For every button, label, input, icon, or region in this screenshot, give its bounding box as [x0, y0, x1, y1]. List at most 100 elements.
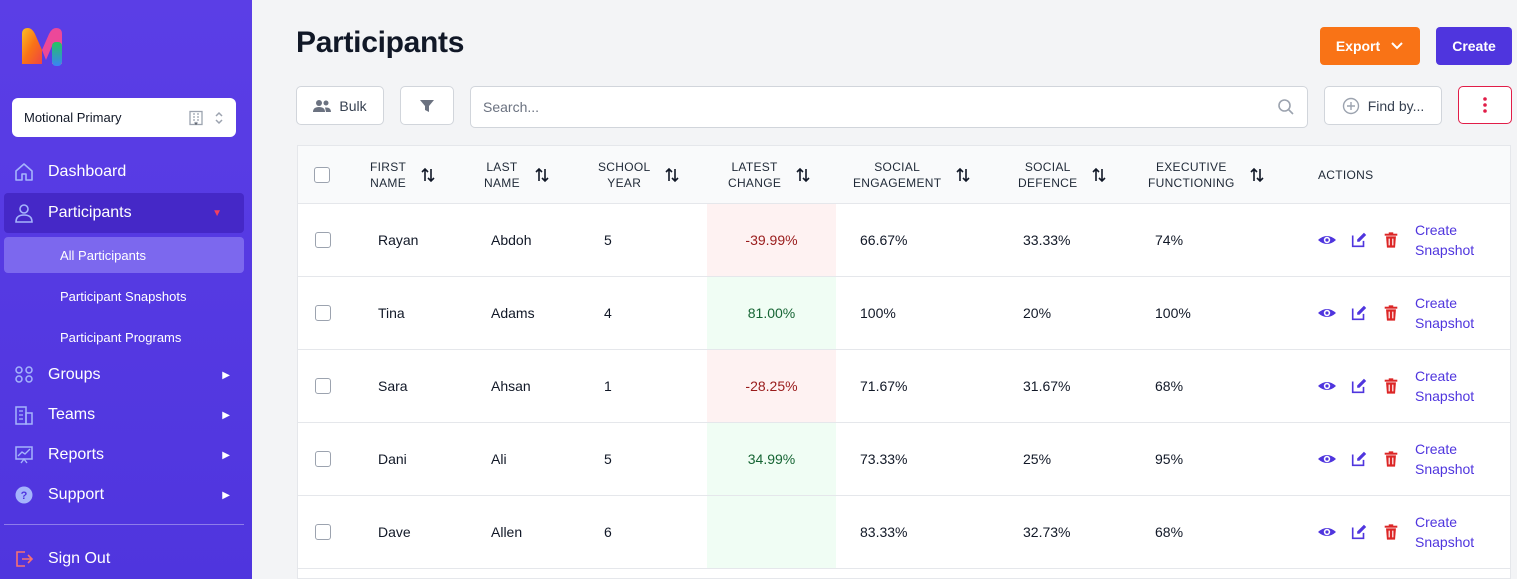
more-options-button[interactable]	[1458, 86, 1512, 124]
column-header-line: NAME	[370, 176, 407, 190]
create-snapshot-link[interactable]: Create Snapshot	[1415, 293, 1474, 333]
sidebar-item-reports[interactable]: Reports ▶	[0, 435, 252, 475]
bulk-button-label: Bulk	[339, 97, 367, 114]
user-icon	[12, 201, 36, 225]
column-header[interactable]: FIRST NAME	[370, 146, 436, 204]
export-button[interactable]: Export	[1320, 27, 1420, 65]
column-header-line: NAME	[484, 176, 520, 190]
sidebar-subitem-participant-snapshots[interactable]: Participant Snapshots	[0, 278, 252, 314]
view-icon[interactable]	[1317, 303, 1337, 323]
table-header: FIRST NAME LAST NAME SCHOOL YEAR LATEST CHANGE S…	[298, 146, 1510, 204]
table-row: Rayan Abdoh 5 66.67% 33.33% 74% -39.99% Create S…	[298, 204, 1510, 277]
organisation-select-value: Motional Primary	[24, 110, 122, 125]
sidebar-subitem-all-participants[interactable]: All Participants	[4, 237, 244, 273]
cell-executive: 74%	[1155, 232, 1184, 248]
view-icon[interactable]	[1317, 449, 1337, 469]
sidebar-item-teams[interactable]: Teams ▶	[0, 395, 252, 435]
sort-icon[interactable]	[664, 167, 680, 183]
create-snapshot-line: Snapshot	[1415, 315, 1475, 331]
create-button[interactable]: Create	[1436, 27, 1512, 65]
sidebar-item-label: Reports	[48, 446, 105, 463]
sidebar-item-groups[interactable]: Groups ▶	[0, 355, 252, 395]
cell-defence: 33.33%	[1023, 232, 1071, 248]
row-select-cell	[315, 496, 331, 568]
cell-engagement: 73.33%	[860, 451, 908, 467]
delete-icon[interactable]	[1381, 303, 1401, 323]
column-header-line: SCHOOL	[598, 160, 651, 174]
delete-icon[interactable]	[1381, 522, 1401, 542]
organisation-select[interactable]: Motional Primary	[12, 98, 236, 137]
edit-icon[interactable]	[1349, 522, 1369, 542]
create-snapshot-link[interactable]: Create Snapshot	[1415, 366, 1474, 406]
cell-latest-change: 81.00%	[707, 277, 836, 349]
cell-defence: 31.67%	[1023, 378, 1071, 394]
view-icon[interactable]	[1317, 230, 1337, 250]
cell-first: Sara	[378, 378, 408, 394]
sign-out-button[interactable]: Sign Out	[0, 539, 252, 579]
delete-icon[interactable]	[1381, 376, 1401, 396]
column-header[interactable]: EXECUTIVE FUNCTIONING	[1148, 146, 1265, 204]
edit-icon[interactable]	[1349, 230, 1369, 250]
cell-year: 1	[604, 378, 612, 394]
motional-logo[interactable]	[18, 24, 66, 70]
sort-icon[interactable]	[420, 167, 436, 183]
table-row: Sara Ahsan 1 71.67% 31.67% 68% -28.25% Create Sn…	[298, 350, 1510, 423]
view-icon[interactable]	[1317, 376, 1337, 396]
caret-right-icon: ▶	[222, 409, 230, 421]
create-snapshot-line: Snapshot	[1415, 534, 1475, 550]
home-icon	[12, 160, 36, 184]
row-checkbox[interactable]	[315, 305, 331, 321]
sort-icon[interactable]	[955, 167, 971, 183]
bulk-button[interactable]: Bulk	[296, 86, 384, 125]
column-header[interactable]: LATEST CHANGE	[728, 146, 811, 204]
find-by-button[interactable]: Find by...	[1324, 86, 1442, 125]
sidebar-subitem-participant-programs[interactable]: Participant Programs	[0, 319, 252, 355]
select-all-checkbox[interactable]	[314, 167, 330, 183]
row-select-cell	[315, 277, 331, 349]
row-checkbox[interactable]	[315, 451, 331, 467]
view-icon[interactable]	[1317, 522, 1337, 542]
row-checkbox[interactable]	[315, 232, 331, 248]
sidebar-item-participants[interactable]: Participants ▼	[4, 193, 244, 233]
column-header-line: LATEST	[731, 160, 778, 174]
create-snapshot-link[interactable]: Create Snapshot	[1415, 439, 1474, 479]
column-header-line: EXECUTIVE	[1155, 160, 1227, 174]
sort-icon[interactable]	[1091, 167, 1107, 183]
cell-year: 4	[604, 305, 612, 321]
column-header[interactable]: SOCIAL ENGAGEMENT	[853, 146, 971, 204]
sidebar-item-support[interactable]: ? Support ▶	[0, 475, 252, 515]
select-all-cell	[314, 146, 330, 204]
row-checkbox[interactable]	[315, 524, 331, 540]
table-row: Dani Ali 5 73.33% 25% 95% 34.99% Create Snapshot	[298, 423, 1510, 496]
delete-icon[interactable]	[1381, 449, 1401, 469]
create-snapshot-link[interactable]: Create Snapshot	[1415, 512, 1474, 552]
building-icon	[189, 110, 203, 125]
row-select-cell	[315, 423, 331, 495]
sort-icon[interactable]	[534, 167, 550, 183]
search-input[interactable]	[483, 99, 1277, 115]
sort-icon[interactable]	[795, 167, 811, 183]
cell-first: Dani	[378, 451, 407, 467]
sidebar-subitem-label: All Participants	[60, 247, 146, 263]
edit-icon[interactable]	[1349, 303, 1369, 323]
row-checkbox[interactable]	[315, 378, 331, 394]
row-actions: Create Snapshot	[1317, 277, 1474, 349]
column-header-line: ENGAGEMENT	[853, 176, 942, 190]
create-snapshot-link[interactable]: Create Snapshot	[1415, 220, 1474, 260]
column-header[interactable]: SCHOOL YEAR	[598, 146, 680, 204]
search-icon	[1278, 99, 1294, 115]
cell-latest-change: -39.99%	[707, 204, 836, 276]
sidebar-item-dashboard[interactable]: Dashboard	[0, 152, 252, 192]
sort-icon[interactable]	[1249, 167, 1265, 183]
column-header[interactable]: SOCIAL DEFENCE	[1018, 146, 1107, 204]
edit-icon[interactable]	[1349, 449, 1369, 469]
filter-button[interactable]	[400, 86, 454, 125]
column-header[interactable]: LAST NAME	[484, 146, 550, 204]
delete-icon[interactable]	[1381, 230, 1401, 250]
cell-last: Ali	[491, 451, 507, 467]
search-field[interactable]	[470, 86, 1308, 128]
column-header-line: ACTIONS	[1318, 168, 1374, 182]
edit-icon[interactable]	[1349, 376, 1369, 396]
column-header-label: SOCIAL DEFENCE	[1018, 159, 1077, 191]
cell-executive: 100%	[1155, 305, 1191, 321]
